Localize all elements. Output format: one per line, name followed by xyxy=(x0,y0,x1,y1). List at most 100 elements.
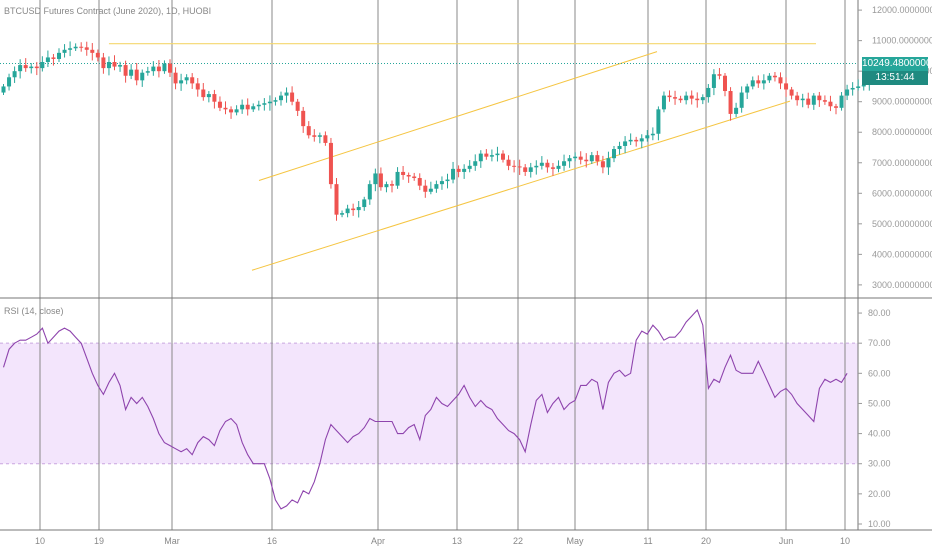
candle-body xyxy=(578,156,583,160)
candle-body xyxy=(367,184,372,200)
candle-body xyxy=(495,153,500,156)
candle-body xyxy=(856,86,861,88)
candle-body xyxy=(251,106,256,110)
candle-body xyxy=(717,74,722,76)
candle-body xyxy=(245,104,250,110)
candle-body xyxy=(584,159,589,162)
candle-body xyxy=(723,75,727,92)
candle-body xyxy=(711,74,716,88)
candle-body xyxy=(800,98,805,101)
candle-body xyxy=(168,63,172,73)
candle-body xyxy=(301,110,306,127)
candle-body xyxy=(140,72,145,81)
candle-body xyxy=(684,95,689,101)
rsi-tick-label: 50.00 xyxy=(868,398,891,408)
candle-body xyxy=(789,89,794,96)
candle-body xyxy=(40,62,45,69)
x-tick-label: 16 xyxy=(267,536,277,546)
candle-body xyxy=(34,66,39,69)
candle-body xyxy=(539,162,544,166)
candle-body xyxy=(556,165,561,169)
candle-body xyxy=(406,174,411,177)
candle-body xyxy=(378,173,383,188)
candle-body xyxy=(68,48,73,50)
candle-body xyxy=(290,92,295,102)
rsi-tick-label: 60.00 xyxy=(868,368,891,378)
candle-body xyxy=(756,80,761,84)
candle-body xyxy=(506,159,511,166)
x-tick-label: 13 xyxy=(452,536,462,546)
candle-body xyxy=(473,161,478,166)
x-tick-label: 20 xyxy=(701,536,711,546)
candle-body xyxy=(628,139,633,142)
candle-body xyxy=(423,185,428,192)
candle-body xyxy=(517,166,522,168)
candle-body xyxy=(306,126,311,136)
candle-body xyxy=(700,97,705,101)
candle-body xyxy=(118,65,123,67)
candle-body xyxy=(739,92,744,108)
candle-body xyxy=(1,86,6,93)
candle-body xyxy=(567,158,572,162)
x-tick-label: 10 xyxy=(35,536,45,546)
x-tick-label: Jun xyxy=(779,536,794,546)
candle-body xyxy=(428,188,433,192)
candle-body xyxy=(240,104,245,110)
rsi-tick-label: 70.00 xyxy=(868,338,891,348)
candle-body xyxy=(728,91,733,114)
candle-body xyxy=(334,184,339,215)
candle-body xyxy=(645,135,650,139)
candle-body xyxy=(156,66,161,72)
candle-body xyxy=(434,184,439,189)
candle-body xyxy=(101,57,106,69)
candle-body xyxy=(617,145,622,150)
rsi-tick-label: 40.00 xyxy=(868,429,891,439)
candle-body xyxy=(57,52,61,59)
price-tick-label: 8000.00000000 xyxy=(872,127,932,137)
candle-body xyxy=(817,95,822,101)
candle-body xyxy=(395,171,400,186)
candle-body xyxy=(29,66,34,69)
candle-body xyxy=(445,179,450,182)
candle-body xyxy=(772,75,777,78)
channel-upper-line xyxy=(258,51,658,181)
candle-body xyxy=(484,153,489,157)
candle-body xyxy=(223,107,228,110)
candle-body xyxy=(550,167,555,169)
candle-body xyxy=(323,135,328,143)
candle-body xyxy=(106,62,111,69)
candle-body xyxy=(356,207,361,211)
candle-body xyxy=(123,65,128,76)
candle-body xyxy=(706,87,711,98)
candle-body xyxy=(295,101,300,111)
candle-body xyxy=(417,178,422,186)
candle-body xyxy=(162,63,167,72)
candle-body xyxy=(778,77,783,84)
rsi-band xyxy=(0,343,858,464)
candle-body xyxy=(467,165,472,169)
candle-body xyxy=(190,77,195,84)
rsi-tick-label: 30.00 xyxy=(868,459,891,469)
candle-body xyxy=(439,181,444,185)
candle-body xyxy=(478,153,483,162)
candle-body xyxy=(451,168,456,180)
candle-body xyxy=(767,75,772,81)
candle-body xyxy=(845,89,850,96)
x-tick-label: 11 xyxy=(643,536,652,546)
candle-body xyxy=(634,139,639,142)
candle-body xyxy=(12,71,17,78)
candle-body xyxy=(229,109,234,113)
candle-body xyxy=(589,155,594,162)
price-tick-label: 3000.00000000 xyxy=(872,280,932,290)
candle-body xyxy=(79,46,84,48)
candle-body xyxy=(234,109,239,113)
candle-body xyxy=(362,199,367,208)
candle-body xyxy=(689,95,694,99)
candle-body xyxy=(656,109,661,134)
x-tick-label: 22 xyxy=(513,536,523,546)
price-tick-label: 11000.00000000 xyxy=(872,36,932,46)
candle-body xyxy=(734,107,739,114)
